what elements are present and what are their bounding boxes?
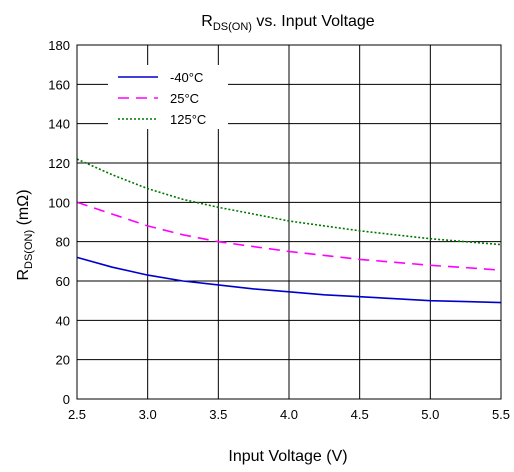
legend: -40°C 25°C 125°C — [108, 65, 228, 129]
chart-title: RDS(ON) vs. Input Voltage — [201, 13, 375, 33]
x-axis-title: Input Voltage (V) — [228, 448, 347, 465]
series-line-1 — [76, 201, 502, 271]
y-tick-label: 100 — [48, 195, 70, 210]
x-tick-label: 5.0 — [421, 407, 439, 422]
y-axis-title: RDS(ON) (mΩ) — [15, 189, 35, 280]
y-tick-label: 0 — [63, 392, 70, 407]
x-tick-label: 4.5 — [351, 407, 369, 422]
y-tick-label: 20 — [56, 353, 70, 368]
y-tick-label: 80 — [56, 235, 70, 250]
y-tick-label: 160 — [48, 77, 70, 92]
y-tick-label: 120 — [48, 156, 70, 171]
x-tick-label: 4.0 — [280, 407, 298, 422]
x-tick-label: 3.5 — [209, 407, 227, 422]
x-tick-label: 3.0 — [139, 407, 157, 422]
y-tick-label: 140 — [48, 117, 70, 132]
x-tick-label: 2.5 — [68, 407, 86, 422]
y-tick-label: 60 — [56, 274, 70, 289]
legend-label-1: 25°C — [170, 91, 199, 106]
x-tick-label: 5.5 — [492, 407, 510, 422]
tick-labels: 2.5 3.0 3.5 4.0 4.5 5.0 5.5 0 20 40 60 80 100 120 140 1… — [48, 38, 510, 422]
plot-frame — [76, 44, 502, 400]
y-tick-label: 40 — [56, 313, 70, 328]
legend-label-0: -40°C — [170, 70, 203, 85]
legend-label-2: 125°C — [170, 112, 206, 127]
y-tick-label: 180 — [48, 38, 70, 53]
series-line-0 — [76, 256, 502, 304]
series-layer — [76, 158, 502, 304]
series-line-2 — [76, 158, 502, 246]
